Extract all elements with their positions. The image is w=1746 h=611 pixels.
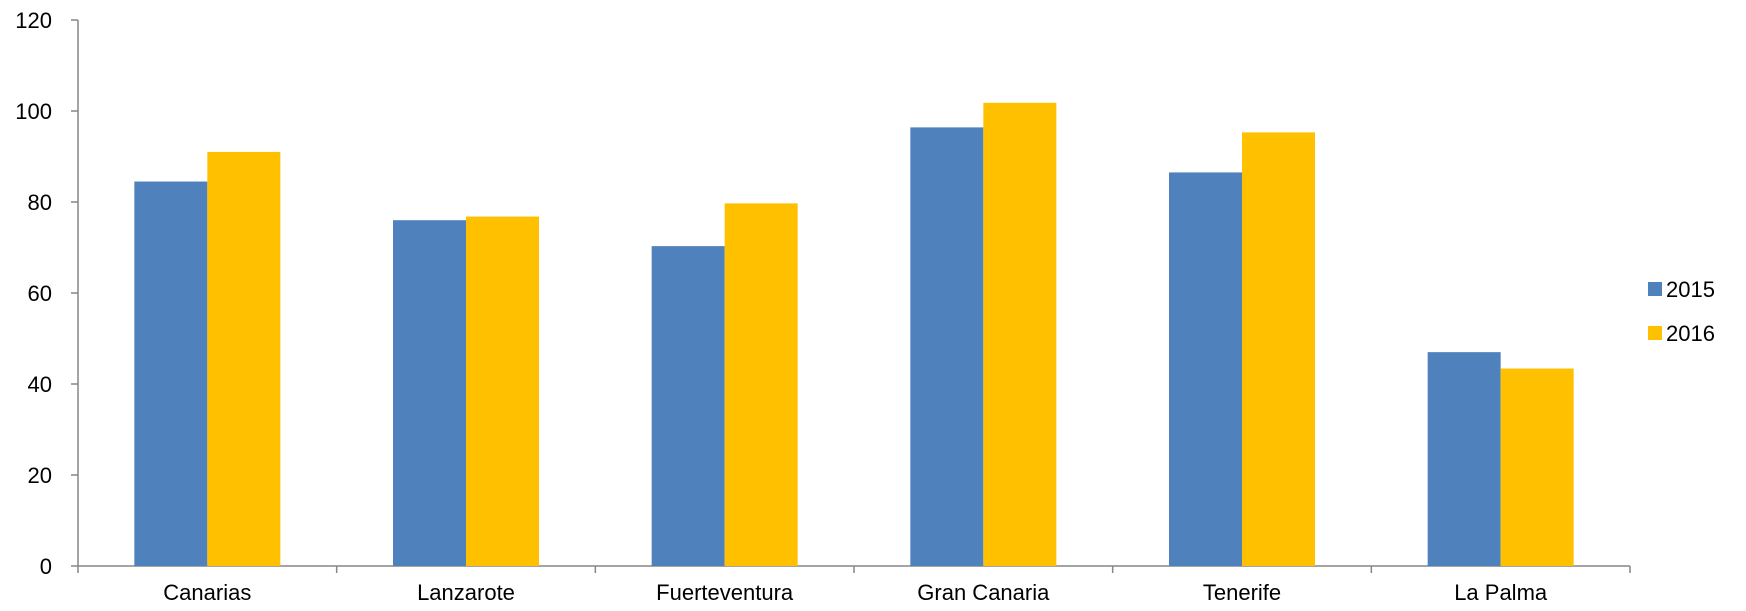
- x-tick-label: La Palma: [1454, 580, 1548, 605]
- y-axis: [71, 19, 79, 567]
- bar-2016-la-palma: [1500, 368, 1574, 566]
- y-tick-label: 80: [28, 190, 52, 215]
- bar-2016-gran-canaria: [983, 102, 1057, 566]
- bar-2015-la-palma: [1427, 352, 1501, 566]
- x-axis: [77, 565, 1631, 573]
- legend-label-2016: 2016: [1666, 321, 1715, 346]
- y-tick-label: 40: [28, 372, 52, 397]
- y-tick-label: 100: [15, 99, 52, 124]
- y-tick-label: 0: [40, 554, 52, 579]
- legend-label-2015: 2015: [1666, 277, 1715, 302]
- bar-2016-lanzarote: [466, 216, 539, 566]
- x-tick-label: Tenerife: [1203, 580, 1281, 605]
- bar-2015-lanzarote: [393, 220, 466, 566]
- y-tick-label: 60: [28, 281, 52, 306]
- bar-2016-canarias: [207, 151, 281, 566]
- bar-2016-fuerteventura: [724, 203, 798, 567]
- x-tick-label: Fuerteventura: [656, 580, 794, 605]
- y-tick-labels: 0 20 40 60 80 100 120: [15, 8, 52, 579]
- y-tick-label: 20: [28, 463, 52, 488]
- bar-2016-tenerife: [1242, 132, 1315, 566]
- legend-swatch-2015: [1648, 282, 1662, 296]
- bars: [134, 102, 1574, 567]
- bar-2015-tenerife: [1169, 172, 1242, 567]
- x-tick-label: Canarias: [163, 580, 251, 605]
- x-tick-label: Gran Canaria: [917, 580, 1050, 605]
- bar-2015-gran-canaria: [910, 127, 984, 566]
- legend-swatch-2016: [1648, 326, 1662, 340]
- x-tick-labels: Canarias Lanzarote Fuerteventura Gran Canar…: [163, 580, 1548, 605]
- legend: 2015 2016: [1648, 277, 1715, 346]
- x-tick-label: Lanzarote: [417, 580, 515, 605]
- bar-2015-fuerteventura: [651, 246, 725, 566]
- y-tick-label: 120: [15, 8, 52, 33]
- bar-2015-canarias: [134, 181, 208, 566]
